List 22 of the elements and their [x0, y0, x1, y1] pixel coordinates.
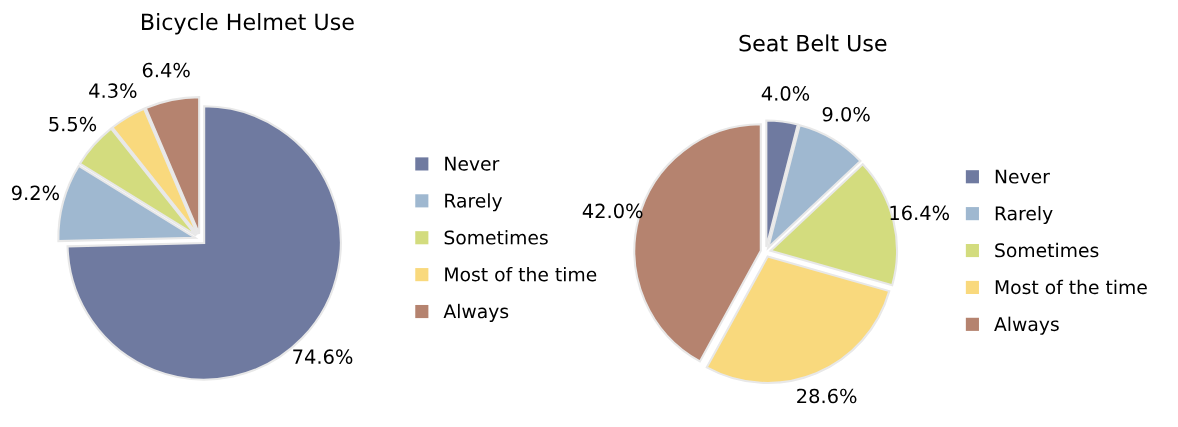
- data-label: 16.4%: [890, 205, 950, 221]
- legend-label: Always: [994, 316, 1059, 335]
- data-label: 28.6%: [797, 388, 857, 404]
- legend-label: Sometimes: [995, 242, 1099, 258]
- chart-title: Seat Belt Use: [739, 34, 887, 52]
- legend-label: Sometimes: [444, 230, 548, 245]
- legend-label: Always: [443, 303, 509, 322]
- legend-label: Most of the time: [995, 279, 1147, 295]
- data-label: 9.2%: [11, 185, 59, 201]
- legend-label: Most of the time: [445, 266, 597, 282]
- data-label: 74.6%: [293, 349, 353, 365]
- data-label: 4.3%: [89, 83, 137, 99]
- legend-label: Rarely: [995, 205, 1053, 225]
- data-label: 6.4%: [142, 62, 190, 78]
- data-label: 5.5%: [49, 116, 97, 132]
- chart-title: Bicycle Helmet Use: [142, 13, 354, 35]
- legend-label: Never: [445, 156, 500, 171]
- legend-label: Rarely: [445, 193, 503, 212]
- data-label: 9.0%: [822, 106, 870, 122]
- data-label: 42.0%: [582, 203, 643, 219]
- legend-label: Never: [995, 169, 1050, 184]
- data-label: 4.0%: [761, 86, 810, 101]
